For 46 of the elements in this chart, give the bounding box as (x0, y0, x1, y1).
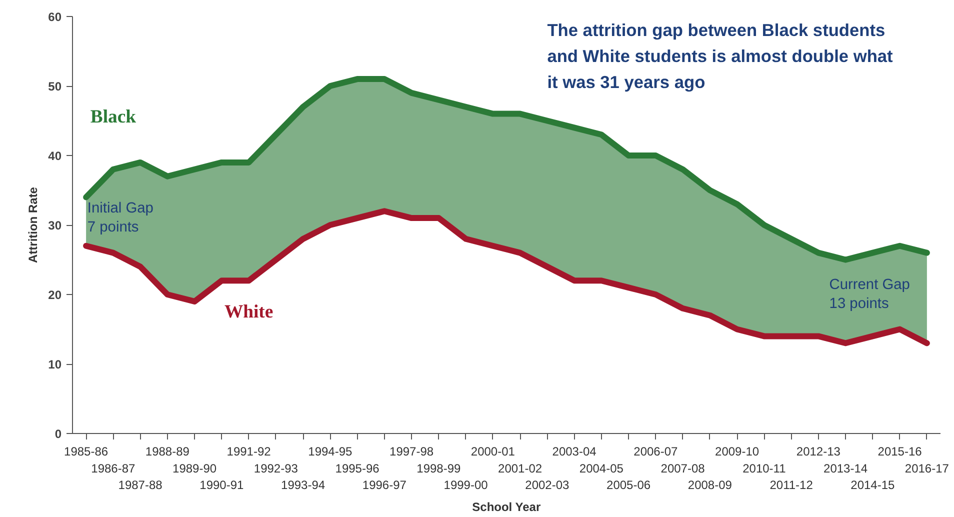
x-tick-label: 1996-97 (362, 478, 407, 492)
x-tick-label: 2000-01 (470, 444, 516, 458)
x-tick-label: 1997-98 (390, 444, 434, 458)
y-tick-label: 60 (48, 10, 62, 24)
x-tick-label: 1998-99 (416, 461, 462, 476)
x-tick-label: 2015-16 (878, 444, 922, 458)
x-tick-label: 1990-91 (200, 478, 244, 492)
x-tick-label: 2012-13 (796, 444, 841, 458)
annotation: Current Gap 13 points (829, 276, 910, 312)
y-tick-label: 20 (48, 288, 62, 302)
y-tick-label: 0 (54, 427, 62, 441)
x-tick-label: 2006-07 (634, 444, 678, 458)
x-tick-label: 1988-89 (145, 444, 190, 458)
x-tick-label: 1989-90 (172, 461, 217, 476)
x-tick-label: 1995-96 (335, 461, 380, 476)
x-tick-label: 2011-12 (770, 478, 814, 492)
x-tick-label: 1999-00 (444, 478, 488, 492)
x-tick-label: 2007-08 (660, 461, 706, 476)
x-tick-label: 1991-92 (226, 444, 272, 458)
series-label: Black (90, 106, 137, 128)
x-tick-label: 2004-05 (579, 461, 624, 476)
x-tick-label: 2016-17 (904, 461, 950, 476)
x-tick-label: 1987-88 (118, 478, 163, 492)
x-tick-label: 2010-11 (742, 461, 786, 476)
x-tick-label: 2002-03 (525, 478, 570, 492)
annotation: Initial Gap 7 points (87, 200, 154, 236)
x-tick-label: 1985-86 (64, 444, 108, 458)
y-axis-title: Attrition Rate (26, 186, 40, 263)
x-tick-label: 2008-09 (688, 478, 732, 492)
y-tick-label: 30 (48, 218, 62, 232)
x-tick-label: 1994-95 (308, 444, 353, 458)
x-tick-label: 2003-04 (552, 444, 597, 458)
x-tick-label: 2009-10 (715, 444, 760, 458)
y-tick-label: 50 (48, 80, 62, 94)
series-label: White (224, 301, 274, 322)
x-tick-label: 2005-06 (606, 478, 651, 492)
x-axis-title: School Year (472, 500, 541, 514)
x-tick-label: 2014-15 (850, 478, 896, 492)
y-tick-label: 40 (48, 149, 62, 163)
text: The attrition gap between Black students and White students is almost double what it was 31 years ago (547, 20, 894, 92)
y-tick-label: 10 (48, 358, 62, 372)
x-tick-label: 1992-93 (254, 461, 298, 476)
x-tick-label: 2013-14 (824, 461, 868, 476)
x-tick-label: 1993-94 (281, 478, 326, 492)
x-tick-label: 2001-02 (498, 461, 542, 476)
x-tick-label: 1986-87 (91, 461, 136, 476)
